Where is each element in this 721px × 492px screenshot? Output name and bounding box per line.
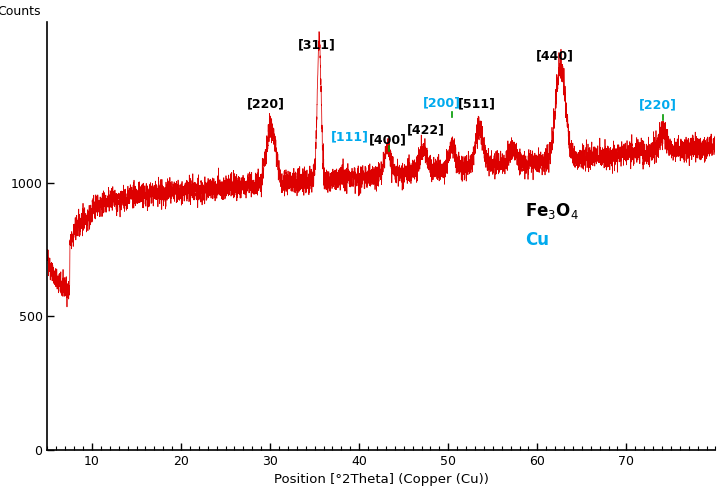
Text: Fe$_3$O$_4$: Fe$_3$O$_4$ (525, 201, 579, 220)
Text: [220]: [220] (247, 97, 285, 111)
Text: [311]: [311] (298, 39, 335, 52)
Text: [511]: [511] (458, 97, 496, 111)
Text: Cu: Cu (525, 231, 549, 249)
Text: [400]: [400] (368, 134, 407, 147)
Text: [200]: [200] (423, 96, 461, 109)
Text: Counts: Counts (0, 5, 41, 18)
Text: [220]: [220] (639, 99, 676, 112)
Text: [111]: [111] (331, 130, 369, 143)
Text: [440]: [440] (536, 49, 574, 62)
X-axis label: Position [°2Theta] (Copper (Cu)): Position [°2Theta] (Copper (Cu)) (274, 473, 489, 487)
Text: [422]: [422] (407, 123, 445, 136)
